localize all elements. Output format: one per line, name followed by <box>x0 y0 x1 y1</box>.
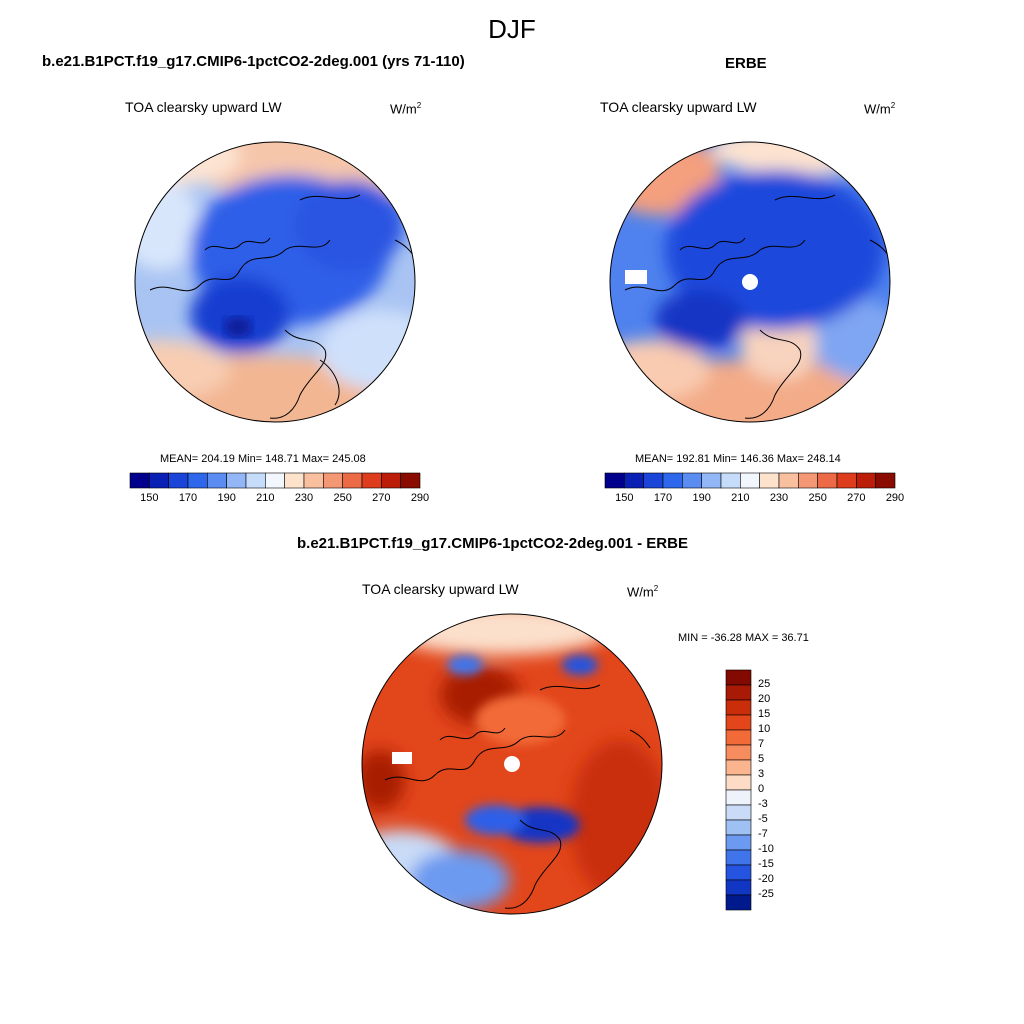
diff-colorbar-tick-label: -25 <box>758 888 774 900</box>
diff-colorbar-box <box>725 849 752 866</box>
model-colorbar-box <box>303 472 324 489</box>
model-units-label: W/m2 <box>390 101 422 117</box>
model-colorbar-box <box>168 472 189 489</box>
model-polar-map <box>134 141 416 423</box>
obs-colorbar-tick-label: 150 <box>615 492 634 504</box>
diff-colorbar-box <box>725 714 752 731</box>
diff-colorbar-tick-label: 25 <box>758 678 771 690</box>
obs-colorbar-tick-label: 170 <box>653 492 673 504</box>
obs-colorbar-tick-label: 210 <box>731 492 750 504</box>
obs-colorbar-box <box>817 472 838 489</box>
obs-polar-map <box>609 141 891 423</box>
diff-colorbar-box <box>725 699 752 716</box>
diff-colorbar-box <box>725 804 752 821</box>
obs-panel-title: ERBE <box>725 55 767 72</box>
obs-units-label: W/m2 <box>864 101 896 117</box>
obs-colorbar-box <box>798 472 818 489</box>
diff-colorbar-box <box>725 669 752 686</box>
obs-colorbar-box <box>856 472 876 489</box>
obs-stats: MEAN= 192.81 Min= 146.36 Max= 248.14 <box>635 453 841 465</box>
model-colorbar-tick-label: 270 <box>372 492 391 504</box>
model-colorbar-tick-label: 230 <box>294 492 314 504</box>
diff-colorbar-tick-label: 15 <box>758 708 771 720</box>
diff-colorbar-tick-label: 5 <box>758 753 765 765</box>
model-colorbar-tick-label: 290 <box>410 492 430 504</box>
diff-colorbar-box <box>725 684 752 701</box>
model-colorbar-box <box>129 472 150 489</box>
obs-colorbar-tick-label: 190 <box>692 492 711 504</box>
model-variable-label: TOA clearsky upward LW <box>125 99 282 115</box>
obs-colorbar-tick-label: 270 <box>847 492 866 504</box>
obs-colorbar-box <box>836 472 857 489</box>
model-colorbar-box <box>323 472 343 489</box>
diff-colorbar-tick-label: -20 <box>758 873 774 885</box>
model-colorbar-box <box>149 472 169 489</box>
obs-colorbar-box <box>604 472 625 489</box>
diff-colorbar-box <box>725 879 752 896</box>
obs-colorbar-box <box>682 472 702 489</box>
obs-colorbar-box <box>662 472 683 489</box>
diff-colorbar-tick-label: -7 <box>758 828 768 840</box>
obs-colorbar-box <box>643 472 664 489</box>
model-colorbar-tick-label: 150 <box>140 492 159 504</box>
diff-units-label: W/m2 <box>627 584 659 600</box>
model-colorbar-box <box>245 472 266 489</box>
diff-colorbar-box <box>725 894 752 911</box>
season-title: DJF <box>488 14 536 44</box>
model-colorbar-box <box>187 472 208 489</box>
diff-colorbar-tick-label: -5 <box>758 813 768 825</box>
diff-colorbar-box <box>725 819 752 836</box>
diff-colorbar-box <box>725 774 752 791</box>
diff-colorbar-box <box>725 864 752 881</box>
diff-colorbar-tick-label: -10 <box>758 843 774 855</box>
model-colorbar-box <box>284 472 305 489</box>
obs-colorbar-box <box>624 472 644 489</box>
model-colorbar-tick-label: 170 <box>178 492 198 504</box>
diff-colorbar-tick-label: -3 <box>758 798 768 810</box>
model-colorbar-box <box>342 472 363 489</box>
obs-colorbar-tick-label: 250 <box>808 492 827 504</box>
model-panel-title: b.e21.B1PCT.f19_g17.CMIP6-1pctCO2-2deg.0… <box>42 53 465 70</box>
obs-colorbar-box <box>740 472 760 489</box>
diff-panel-title: b.e21.B1PCT.f19_g17.CMIP6-1pctCO2-2deg.0… <box>297 535 688 552</box>
diff-colorbar-tick-label: 0 <box>758 783 765 795</box>
diff-colorbar-box <box>725 744 752 761</box>
model-colorbar-tick-label: 210 <box>256 492 275 504</box>
obs-colorbar-box <box>701 472 722 489</box>
diff-colorbar-tick-label: 3 <box>758 768 765 780</box>
diff-colorbar-tick-label: -15 <box>758 858 774 870</box>
model-colorbar-tick-label: 190 <box>217 492 236 504</box>
diff-colorbar-tick-label: 7 <box>758 738 765 750</box>
model-colorbar-box <box>361 472 382 489</box>
obs-colorbar-box <box>759 472 780 489</box>
model-colorbar-box <box>207 472 227 489</box>
obs-colorbar-tick-label: 230 <box>769 492 789 504</box>
diff-colorbar-box <box>725 729 752 746</box>
diff-variable-label: TOA clearsky upward LW <box>362 581 519 597</box>
obs-colorbar-box <box>720 472 741 489</box>
diff-colorbar-box <box>725 834 752 851</box>
model-stats: MEAN= 204.19 Min= 148.71 Max= 245.08 <box>160 453 366 465</box>
diff-colorbar-tick-label: 10 <box>758 723 771 735</box>
diff-colorbar-tick-label: 20 <box>758 693 771 705</box>
obs-variable-label: TOA clearsky upward LW <box>600 99 757 115</box>
model-colorbar-box <box>265 472 285 489</box>
obs-colorbar-box <box>875 472 896 489</box>
diff-colorbar-box <box>725 759 752 776</box>
diff-polar-map <box>361 613 663 915</box>
diff-minmax: MIN = -36.28 MAX = 36.71 <box>678 632 809 644</box>
obs-colorbar-box <box>778 472 799 489</box>
model-colorbar-box <box>400 472 421 489</box>
model-colorbar-box <box>226 472 247 489</box>
obs-colorbar-tick-label: 290 <box>885 492 905 504</box>
model-colorbar-tick-label: 250 <box>333 492 352 504</box>
model-colorbar-box <box>381 472 401 489</box>
diff-colorbar-box <box>725 789 752 806</box>
